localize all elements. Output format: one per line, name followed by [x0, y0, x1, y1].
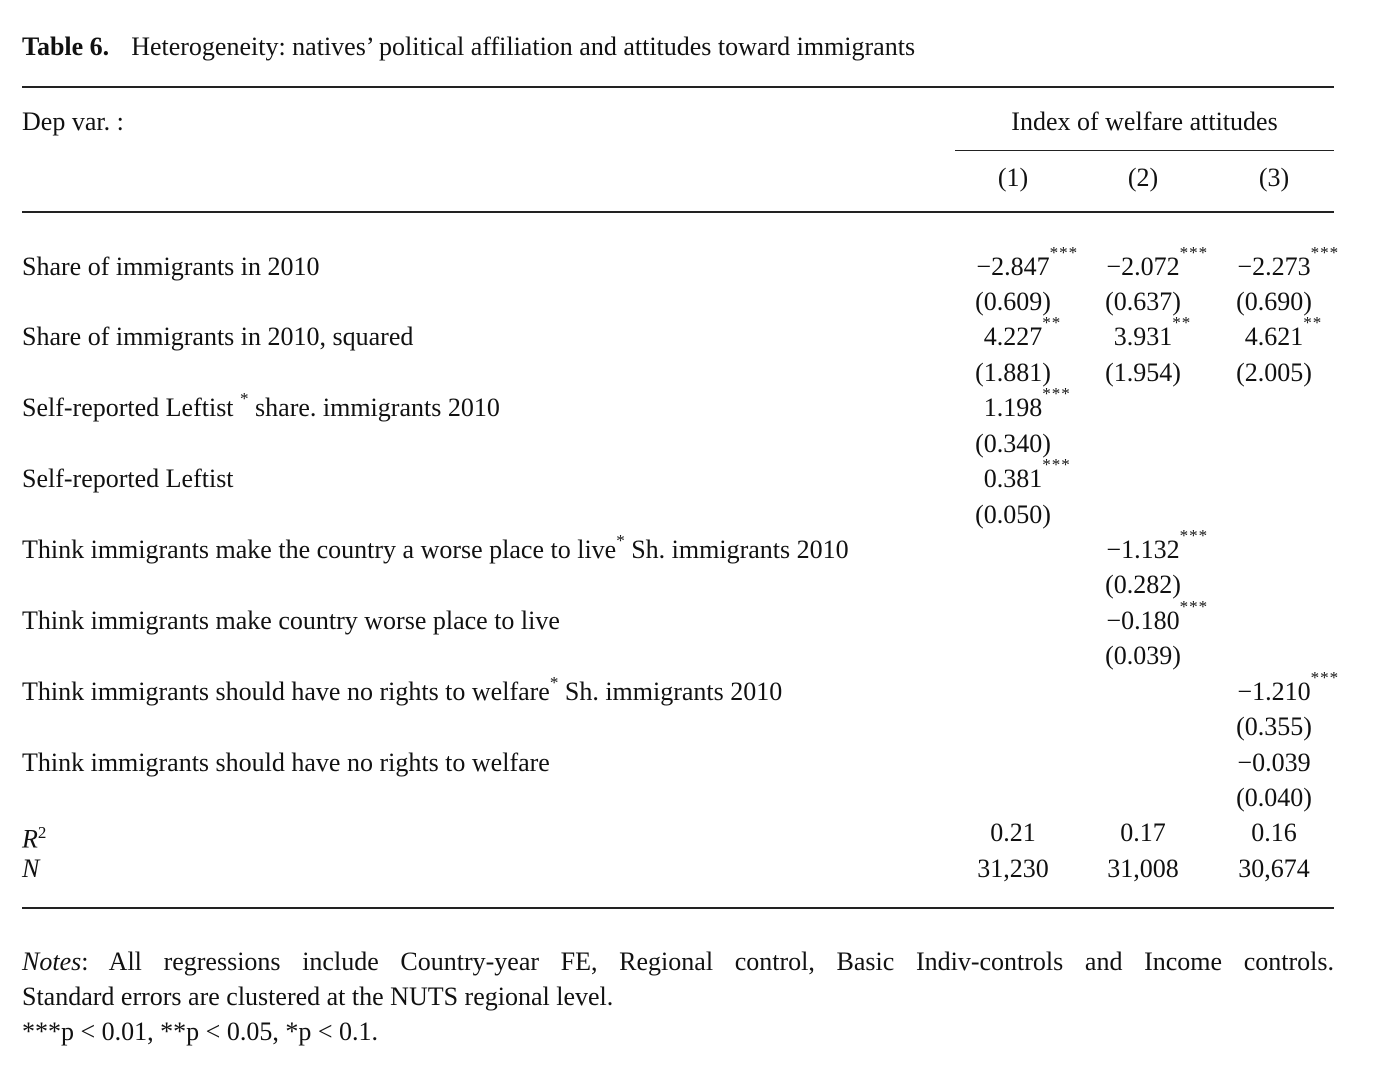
column-header-2: (2) [1127, 163, 1159, 192]
bottom-rule [22, 907, 1334, 909]
column-group-header: Index of welfare attitudes [1011, 107, 1278, 136]
se-share-sq-col2: (1.954) [1105, 358, 1181, 387]
se-worse-place-interaction-col2: (0.282) [1105, 570, 1181, 599]
se-leftist-col1: (0.050) [975, 500, 1051, 529]
column-header-1: (1) [997, 163, 1029, 192]
coef-share-2010-col1: −2.847 *** [976, 243, 1079, 281]
se-no-rights-col3: (0.040) [1236, 783, 1312, 812]
sig-stars: *** [1049, 243, 1079, 262]
coef-no-rights-interaction-col3: −1.210 *** [1237, 668, 1340, 706]
se-share-sq-col1: (1.881) [975, 358, 1051, 387]
row-label-share-2010: Share of immigrants in 2010 [22, 252, 320, 281]
notes-line-2: Standard errors are clustered at the NUT… [22, 982, 614, 1011]
se-share-2010-col1: (0.609) [975, 287, 1051, 316]
column-header-3: (3) [1258, 163, 1290, 192]
row-label-r-squared: R2 [22, 823, 47, 854]
se-share-2010-col3: (0.690) [1236, 287, 1312, 316]
n-col3: 30,674 [1238, 854, 1310, 883]
table-caption: Table 6. Heterogeneity: natives’ politica… [22, 30, 915, 64]
r-squared-col2: 0.17 [1120, 818, 1166, 847]
notes-line-1: Notes: All regressions include Country-y… [22, 947, 1334, 976]
sig-stars: *** [1310, 243, 1340, 262]
r-squared-col3: 0.16 [1251, 818, 1297, 847]
sig-stars: *** [1310, 668, 1340, 687]
sig-stars: ** [1042, 313, 1062, 332]
se-share-sq-col3: (2.005) [1236, 358, 1312, 387]
row-label-no-rights: Think immigrants should have no rights t… [22, 748, 550, 777]
header-rule [22, 211, 1334, 213]
sig-stars: *** [1179, 243, 1209, 262]
sig-stars: *** [1042, 384, 1071, 403]
sig-stars: ** [1172, 313, 1192, 332]
row-label-leftist-interaction: Self-reported Leftist * share. immigrant… [22, 389, 500, 422]
se-worse-place-col2: (0.039) [1105, 641, 1181, 670]
coef-leftist-col1: 0.381 *** [983, 455, 1071, 493]
row-label-leftist: Self-reported Leftist [22, 464, 234, 493]
sig-stars: *** [1042, 455, 1071, 474]
coef-leftist-interaction-col1: 1.198 *** [983, 384, 1071, 422]
dep-var-label: Dep var. : [22, 107, 124, 136]
row-label-worse-place-interaction: Think immigrants make the country a wors… [22, 531, 849, 564]
r-squared-col1: 0.21 [990, 818, 1036, 847]
n-col1: 31,230 [977, 854, 1049, 883]
notes-significance-legend: ***p < 0.01, **p < 0.05, *p < 0.1. [22, 1017, 378, 1046]
sig-stars: *** [1179, 597, 1209, 616]
top-rule [22, 86, 1334, 88]
coef-share-2010-col3: −2.273 *** [1237, 243, 1340, 281]
se-share-2010-col2: (0.637) [1105, 287, 1181, 316]
sig-stars: *** [1179, 526, 1209, 545]
se-leftist-interaction-col1: (0.340) [975, 429, 1051, 458]
coef-no-rights-col3: −0.039 [1237, 748, 1311, 777]
row-label-no-rights-interaction: Think immigrants should have no rights t… [22, 673, 783, 706]
se-no-rights-interaction-col3: (0.355) [1236, 712, 1312, 741]
row-label-share-2010-squared: Share of immigrants in 2010, squared [22, 322, 414, 351]
row-label-worse-place: Think immigrants make country worse plac… [22, 606, 560, 635]
coef-share-2010-col2: −2.072 *** [1106, 243, 1209, 281]
sig-stars: ** [1303, 313, 1323, 332]
table-notes: Notes: All regressions include Country-y… [22, 944, 1334, 1049]
column-group-rule [955, 150, 1334, 151]
table-title: Heterogeneity: natives’ political affili… [131, 32, 916, 61]
row-label-n: N [22, 854, 40, 883]
coef-worse-place-interaction-col2: −1.132 *** [1106, 526, 1209, 564]
coef-share-sq-col2: 3.931 ** [1113, 313, 1192, 351]
coef-share-sq-col3: 4.621 ** [1244, 313, 1323, 351]
n-col2: 31,008 [1107, 854, 1179, 883]
table-number: Table 6. [22, 32, 110, 61]
coef-share-sq-col1: 4.227 ** [983, 313, 1062, 351]
coef-worse-place-col2: −0.180 *** [1106, 597, 1209, 635]
